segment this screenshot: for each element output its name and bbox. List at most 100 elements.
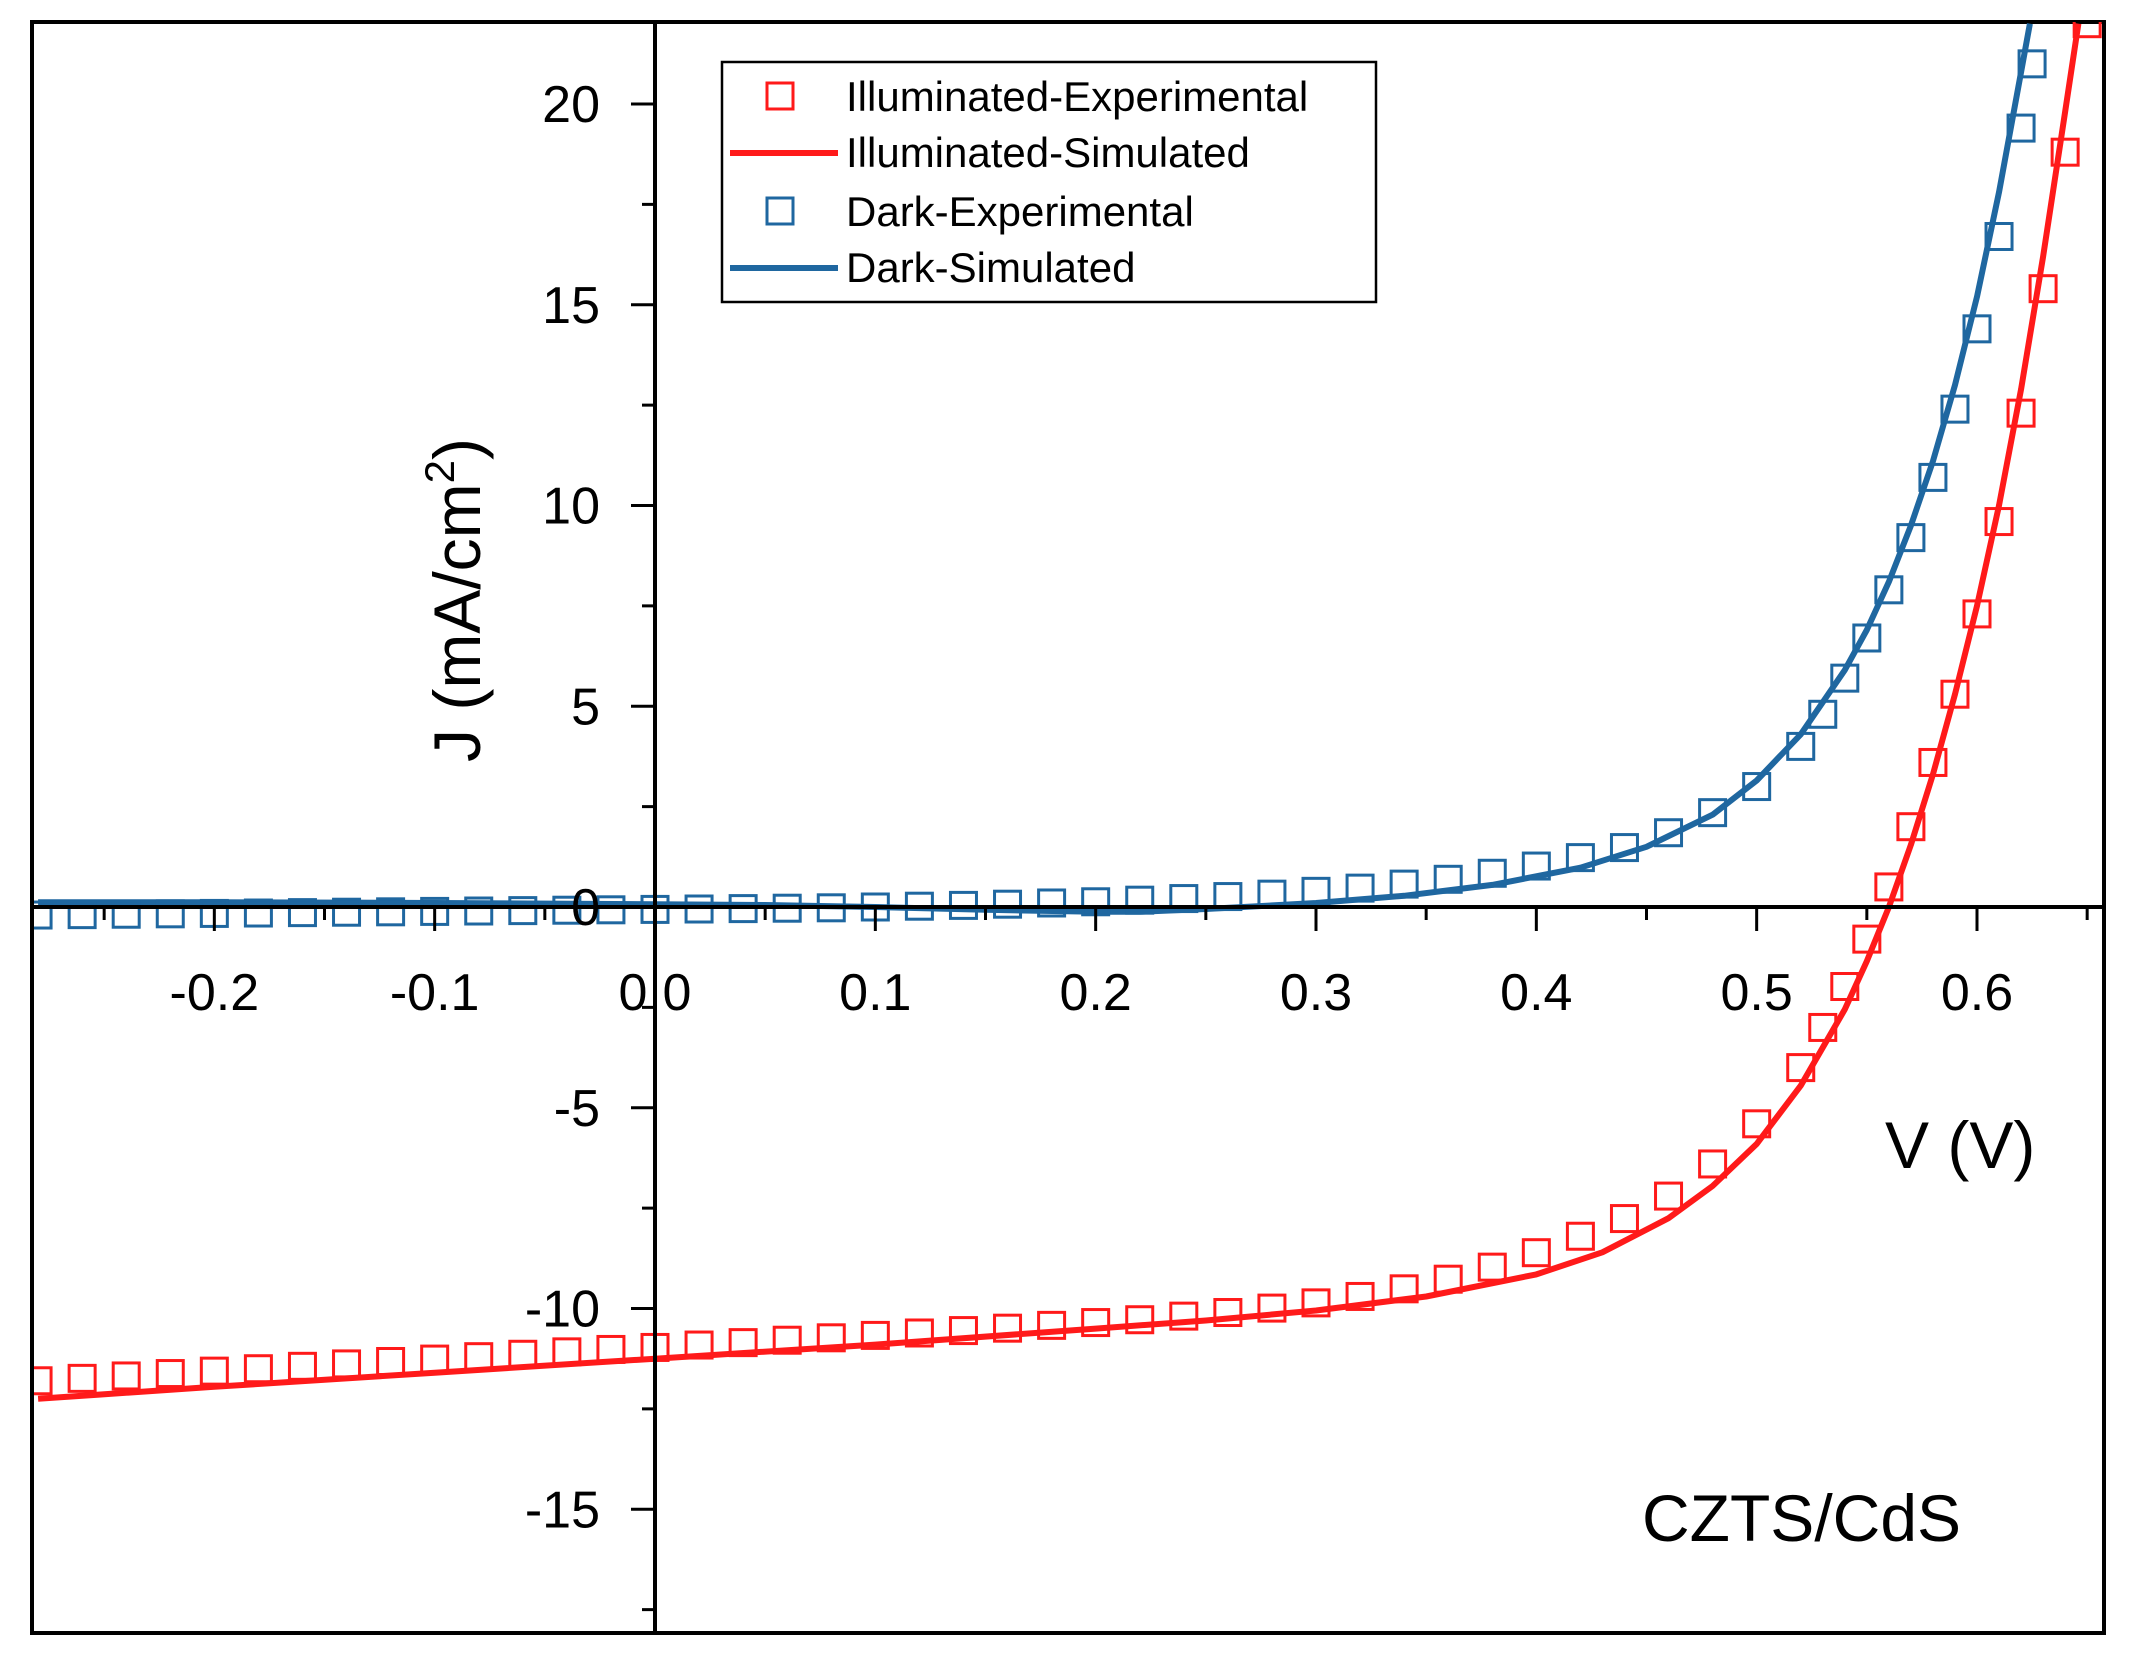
data-point [1257,1293,1287,1323]
data-point [67,900,97,930]
data-point [904,1318,934,1348]
legend-label-illuminated-experimental: Illuminated-Experimental [846,73,1308,120]
data-point [1521,1238,1551,1268]
data-point [1962,314,1992,344]
data-point [1521,851,1551,881]
y-tick-label: 0 [571,879,600,937]
data-point [199,1356,229,1386]
y-axis-title-main: J (mA/cm [420,483,494,762]
data-point [1565,1221,1595,1251]
data-point [1081,1308,1111,1338]
data-point [1654,1181,1684,1211]
data-point [2050,137,2080,167]
y-tick-label: 15 [542,277,600,335]
data-point [1125,885,1155,915]
data-point [1389,869,1419,899]
data-point [332,897,362,927]
x-axis-title: V (V) [1885,1108,2035,1182]
series-markers-dark-experimental [34,49,2047,930]
x-tick-label: -0.1 [390,964,480,1022]
data-point [111,899,141,929]
data-point [1830,663,1860,693]
y-tick-label: -10 [525,1281,600,1339]
data-point [155,1359,185,1389]
data-point [1609,833,1639,863]
legend-label-illuminated-simulated: Illuminated-Simulated [846,129,1250,176]
ticks-layer: -0.2 -0.1 0 0 0.1 0.2 0.3 0.4 0.5 0.6-15-10-50510… [102,76,2089,1612]
data-point [2028,274,2058,304]
data-point [155,899,185,929]
y-tick-label: 5 [571,678,600,736]
data-point [1808,1012,1838,1042]
legend: Illuminated-Experimental Illuminated-Sim… [720,60,1378,304]
data-point [552,895,582,925]
data-point [287,1351,317,1381]
data-point [1896,812,1926,842]
data-point [34,900,53,930]
x-tick-label: -0.2 [170,964,260,1022]
data-point [1345,873,1375,903]
data-point [1962,599,1992,629]
data-point [67,1363,97,1393]
data-point [1654,818,1684,848]
data-point [420,1344,450,1374]
data-point [2017,49,2047,79]
y-axis-title-sup: 2 [416,460,463,483]
legend-label-dark-simulated: Dark-Simulated [846,244,1135,291]
x-tick-label: 0.2 [1060,964,1132,1022]
data-point [684,1330,714,1360]
y-tick-label: -5 [554,1080,600,1138]
data-point [1852,924,1882,954]
data-point [111,1361,141,1391]
data-point [376,897,406,927]
axes-layer [34,22,2104,1633]
data-point [993,889,1023,919]
data-point [1169,884,1199,914]
data-point [1433,864,1463,894]
data-point [1037,888,1067,918]
data-point [1125,1305,1155,1335]
data-point [34,1366,53,1396]
plot-frame [30,20,2106,1635]
data-point [508,896,538,926]
legend-marker-illuminated-experimental [765,81,795,111]
data-point [2006,113,2036,143]
data-point [684,894,714,924]
data-point [1477,1252,1507,1282]
data-point [1213,882,1243,912]
data-point [1213,1298,1243,1328]
x-tick-label: 0.5 [1721,964,1793,1022]
data-point [1742,772,1772,802]
y-tick-label: -15 [525,1481,600,1539]
y-axis-title: J (mA/cm2) [416,438,494,762]
y-tick-label: 20 [542,76,600,134]
data-point [1565,843,1595,873]
data-point [948,1316,978,1346]
y-tick-label: 10 [542,478,600,536]
data-point [332,1349,362,1379]
y-axis-title-end: ) [420,438,494,460]
data-point [1874,872,1904,902]
data-point [816,1323,846,1353]
x-tick-label: 0.3 [1280,964,1352,1022]
data-point [464,1342,494,1372]
data-point [1433,1264,1463,1294]
data-point [1742,1109,1772,1139]
data-point [243,898,273,928]
data-point [552,1337,582,1367]
data-point [1874,575,1904,605]
data-point [376,1346,406,1376]
legend-marker-dark-experimental [765,196,795,226]
data-point [1940,394,1970,424]
data-point [2072,22,2102,39]
data-point [1345,1281,1375,1311]
data-point [1984,507,2014,537]
data-point [1698,798,1728,828]
data-point [1918,462,1948,492]
data-point [1037,1310,1067,1340]
legend-box [720,60,1378,304]
data-point [1830,971,1860,1001]
data-point [2006,398,2036,428]
data-point [860,1320,890,1350]
